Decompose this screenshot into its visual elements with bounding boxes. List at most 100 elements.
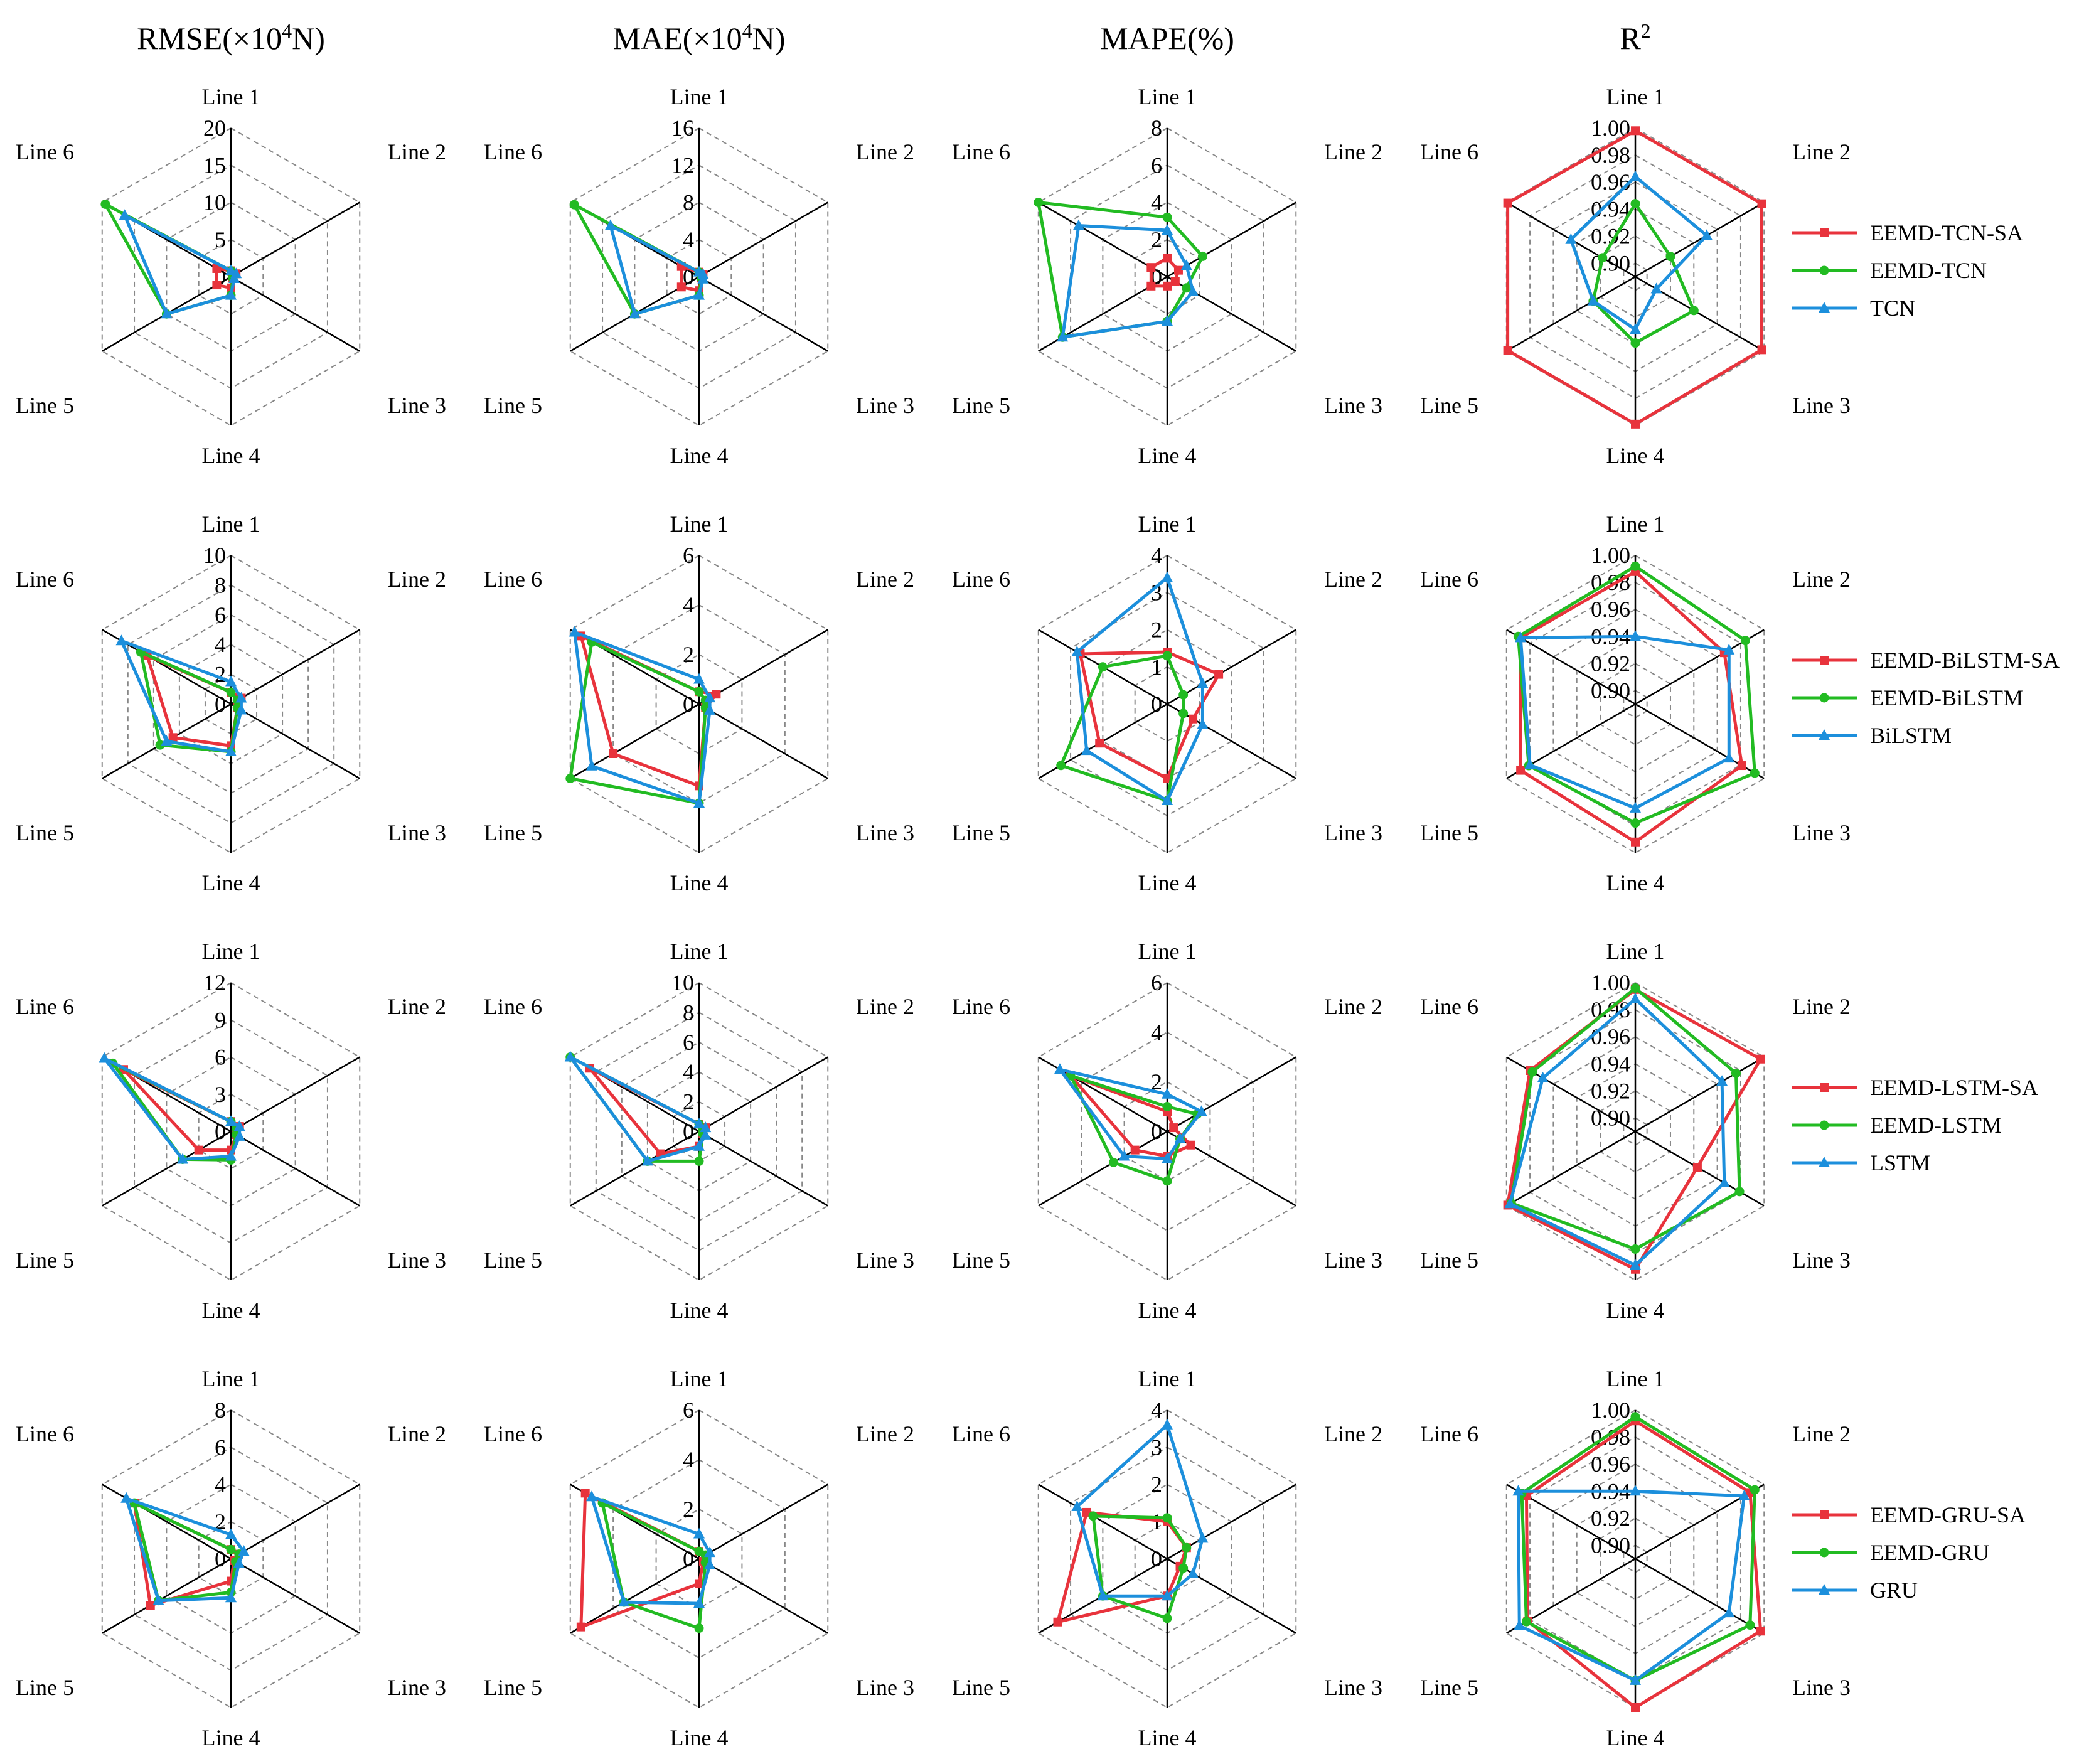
data-point xyxy=(212,264,222,273)
column-title: RMSE(×104N) xyxy=(137,19,325,56)
legend-marker xyxy=(1820,1083,1829,1092)
data-point xyxy=(693,1140,705,1151)
data-point xyxy=(1527,1067,1537,1077)
data-point xyxy=(565,774,575,783)
data-point xyxy=(1189,714,1198,724)
data-point xyxy=(569,626,580,637)
data-point xyxy=(704,692,716,703)
data-point xyxy=(1178,1563,1189,1573)
data-point xyxy=(1631,1703,1640,1712)
tick-label: 0 xyxy=(215,1119,226,1144)
legend-label: EEMD-LSTM xyxy=(1870,1113,2002,1138)
tick-label: 0.92 xyxy=(1591,1505,1630,1531)
radar-axis-line xyxy=(230,1056,360,1133)
tick-label: 0.98 xyxy=(1591,142,1630,168)
data-point xyxy=(609,749,618,758)
data-point xyxy=(226,1544,236,1554)
axis-label-line-3: Line 3 xyxy=(1792,820,1851,845)
data-point xyxy=(1723,752,1735,763)
data-point xyxy=(119,209,131,220)
series-lstm xyxy=(564,1050,712,1166)
radar-axis-line xyxy=(698,275,828,352)
tick-label: 4 xyxy=(683,1447,694,1472)
radar-axis-line xyxy=(1038,1130,1168,1207)
data-point xyxy=(100,199,110,209)
legend-marker xyxy=(1820,228,1829,237)
axis-label-line-5: Line 5 xyxy=(1420,393,1478,418)
legend-label: LSTM xyxy=(1870,1150,1930,1175)
axis-label-line-5: Line 5 xyxy=(1420,1675,1478,1700)
series-gru xyxy=(1512,1485,1750,1685)
axis-label-line-2: Line 2 xyxy=(856,567,914,592)
axis-label-line-6: Line 6 xyxy=(484,567,542,592)
tick-label: 4 xyxy=(683,1059,694,1084)
tick-label: 8 xyxy=(683,190,694,215)
tick-label: 4 xyxy=(1151,190,1162,215)
tick-label: 12 xyxy=(671,152,694,178)
column-title: MAE(×104N) xyxy=(613,19,786,56)
axis-label-line-6: Line 6 xyxy=(484,1421,542,1446)
data-point xyxy=(233,1120,245,1131)
data-point xyxy=(1689,306,1699,316)
axis-label-line-1: Line 1 xyxy=(670,939,729,964)
data-point xyxy=(1197,1532,1209,1543)
data-point xyxy=(1130,1145,1140,1155)
axis-label-line-4: Line 4 xyxy=(670,1725,729,1750)
axis-label-line-3: Line 3 xyxy=(1792,1675,1851,1700)
data-point xyxy=(225,1591,237,1603)
tick-label: 6 xyxy=(1151,970,1162,995)
axis-label-line-6: Line 6 xyxy=(16,1421,74,1446)
data-point xyxy=(585,1490,597,1502)
tick-label: 0.90 xyxy=(1591,678,1630,703)
axis-label-line-3: Line 3 xyxy=(388,1675,446,1700)
data-point xyxy=(1178,708,1189,719)
radar-axis-line xyxy=(698,703,828,779)
axis-label-line-4: Line 4 xyxy=(1606,870,1665,895)
data-point xyxy=(1515,631,1527,643)
axis-label-line-1: Line 1 xyxy=(670,1366,729,1391)
axis-label-line-1: Line 1 xyxy=(1138,84,1197,109)
axis-label-line-4: Line 4 xyxy=(670,870,729,895)
data-point xyxy=(1187,285,1199,296)
data-point xyxy=(693,289,705,300)
axis-label-line-4: Line 4 xyxy=(202,1725,260,1750)
data-point xyxy=(228,272,240,283)
tick-label: 8 xyxy=(215,572,226,597)
radar-axis-line xyxy=(698,1130,828,1207)
axis-label-line-1: Line 1 xyxy=(202,84,260,109)
tick-label: 4 xyxy=(215,632,226,657)
axis-label-line-2: Line 2 xyxy=(1792,567,1851,592)
axis-label-line-2: Line 2 xyxy=(856,139,914,164)
series-eemd-gru xyxy=(1517,1412,1760,1686)
tick-label: 4 xyxy=(215,1472,226,1497)
data-point xyxy=(697,272,709,284)
data-point xyxy=(604,219,616,230)
data-point xyxy=(233,1557,245,1568)
data-point xyxy=(1162,794,1173,806)
radar-axis-line xyxy=(230,703,360,779)
data-point xyxy=(1057,331,1069,342)
axis-label-line-6: Line 6 xyxy=(1420,1421,1478,1446)
axis-label-line-4: Line 4 xyxy=(202,1298,260,1323)
tick-label: 6 xyxy=(683,1398,694,1423)
axis-label-line-4: Line 4 xyxy=(1138,870,1197,895)
data-point xyxy=(194,1145,203,1155)
radar-axis-line xyxy=(1167,1056,1296,1133)
axis-label-line-2: Line 2 xyxy=(1792,1421,1851,1446)
data-point xyxy=(1723,1606,1735,1618)
tick-label: 0.96 xyxy=(1591,597,1630,622)
tick-label: 1.00 xyxy=(1591,543,1630,568)
axis-label-line-1: Line 1 xyxy=(1606,84,1665,109)
data-point xyxy=(1214,670,1224,679)
radar-axis-line xyxy=(1506,1130,1636,1207)
data-point xyxy=(1056,761,1066,771)
legend-marker xyxy=(1819,1157,1830,1167)
data-point xyxy=(704,703,716,715)
data-point xyxy=(580,1489,590,1498)
tick-label: 9 xyxy=(215,1007,226,1032)
legend-label: EEMD-TCN-SA xyxy=(1870,220,2023,245)
data-point xyxy=(1630,983,1640,993)
radar-axis-line xyxy=(230,201,360,278)
